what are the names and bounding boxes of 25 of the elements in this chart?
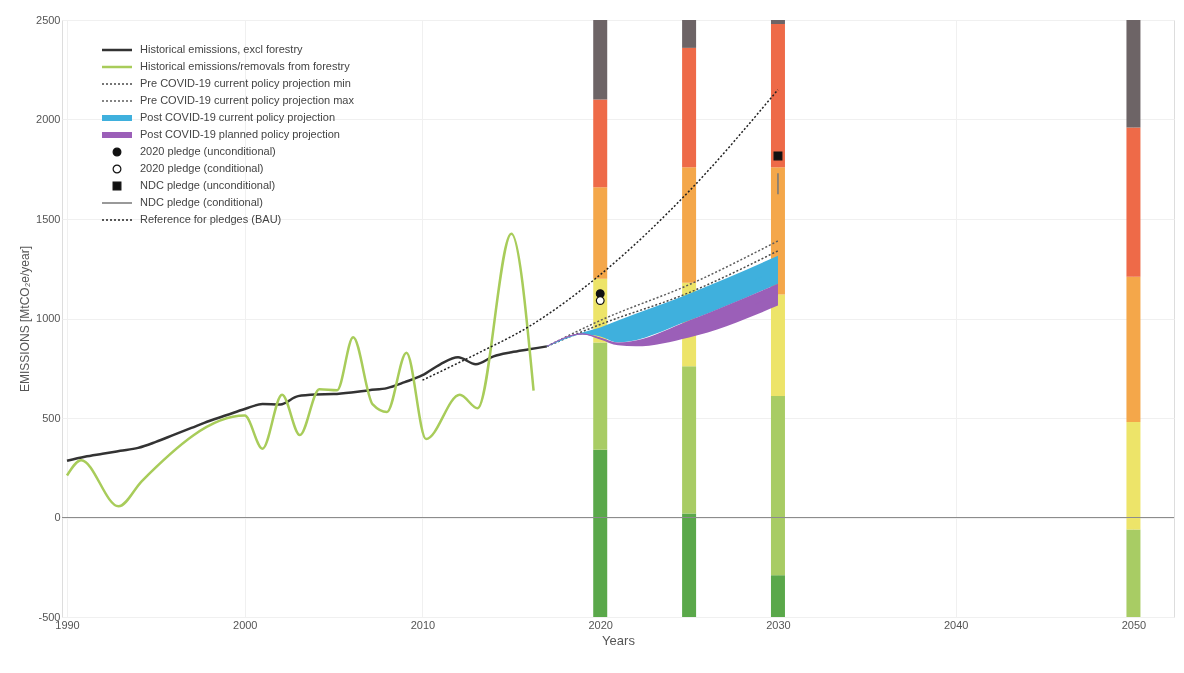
x-tick-label: 2030 <box>766 618 791 631</box>
y-tick-label: 1000 <box>36 312 61 324</box>
legend-label: Pre COVID-19 current policy projection min <box>140 77 351 89</box>
y-tick-label: 2500 <box>36 13 61 26</box>
y-axis-title: EMISSIONS [MtCO₂e/year] <box>18 245 33 393</box>
x-tick-label: 2010 <box>410 618 436 631</box>
x-tick-label: 2020 <box>588 618 613 631</box>
legend-label: Post COVID-19 planned policy projection <box>140 128 340 140</box>
legend-label: 2020 pledge (unconditional) <box>140 145 276 157</box>
legend-label: Post COVID-19 current policy projection <box>140 111 336 123</box>
legend-label: Pre COVID-19 current policy projection max <box>140 94 355 106</box>
legend-label: Historical emissions, excl forestry <box>140 43 304 55</box>
y-tick-label: 2000 <box>36 113 61 125</box>
y-tick-label: 1500 <box>36 212 61 225</box>
legend-label: Reference for pledges (BAU) <box>140 213 282 225</box>
x-axis-title: Years <box>602 632 636 648</box>
x-tick-label: 2040 <box>943 618 969 631</box>
x-tick-label: 2050 <box>1121 618 1147 631</box>
legend-label: NDC pledge (conditional) <box>140 196 263 208</box>
legend-label: 2020 pledge (conditional) <box>140 162 264 174</box>
y-tick-label: 0 <box>54 511 61 523</box>
legend-label: Historical emissions/removals from forestry <box>140 60 351 72</box>
legend-label: NDC pledge (unconditional) <box>140 179 276 191</box>
x-tick-label: 2000 <box>233 618 258 631</box>
y-tick-label: 500 <box>42 411 61 424</box>
